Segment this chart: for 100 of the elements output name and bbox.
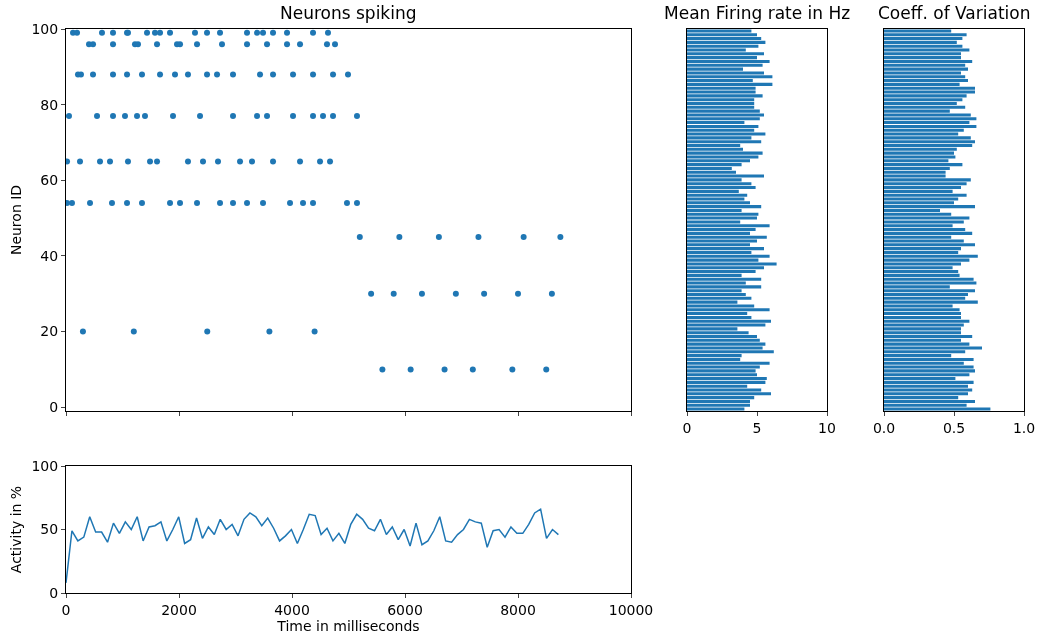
x-tick-label: 2000 (161, 601, 197, 618)
bar (687, 216, 757, 220)
bar (884, 178, 971, 182)
bar (884, 277, 974, 281)
y-tick-label: 60 (40, 172, 59, 189)
bar (884, 319, 970, 323)
bar (687, 205, 762, 209)
bar (687, 277, 762, 281)
bar (884, 117, 977, 121)
bar (687, 33, 757, 37)
bar (687, 212, 759, 216)
bar (884, 90, 975, 94)
bar (687, 174, 764, 178)
x-tick-label: 5 (752, 419, 762, 436)
bar (687, 285, 762, 289)
bar (687, 186, 756, 190)
bar (687, 151, 763, 155)
bar (884, 380, 974, 384)
bar (884, 37, 963, 41)
bar (884, 334, 973, 339)
bar (687, 109, 760, 113)
bar (884, 399, 975, 403)
bar (884, 136, 971, 140)
bar (687, 254, 770, 258)
bar (687, 377, 767, 381)
bar (687, 52, 764, 56)
x-tick-label: 4000 (274, 601, 310, 618)
bar (884, 182, 967, 186)
x-tick-label: 1.0 (1012, 419, 1036, 436)
bar (884, 140, 975, 144)
y-tick-label: 100 (31, 457, 59, 474)
bar (687, 117, 760, 121)
bar (884, 59, 973, 63)
bar (687, 262, 777, 266)
bar (884, 392, 968, 396)
bar (687, 132, 766, 136)
bar (884, 105, 966, 109)
bar (687, 392, 771, 396)
bar (687, 75, 773, 79)
y-tick-label: 50 (40, 521, 59, 538)
y-tick-label: 20 (40, 323, 59, 340)
bar (884, 243, 975, 247)
bar (687, 59, 770, 63)
bar (687, 319, 771, 323)
y-tick-label: 0 (49, 584, 59, 601)
x-tick-label: 10000 (608, 601, 654, 618)
bar (687, 334, 757, 339)
x-tick-label: 10 (818, 419, 836, 436)
bar (884, 163, 963, 167)
x-tick-label: 0.5 (942, 419, 966, 436)
bar (687, 113, 764, 117)
bar (687, 235, 767, 239)
bar (884, 281, 977, 285)
bar (687, 82, 773, 86)
bar (884, 193, 967, 197)
bar (687, 342, 766, 346)
bar (884, 300, 978, 304)
bar (884, 143, 973, 148)
bar (884, 48, 970, 52)
chart-title: Neurons spiking (280, 3, 417, 23)
x-tick-label: 0 (682, 419, 692, 436)
bar (687, 369, 756, 373)
bar (884, 357, 974, 361)
bar (687, 399, 750, 403)
bar (884, 33, 967, 37)
y-tick-label: 100 (31, 20, 59, 37)
bar (884, 98, 963, 102)
bar (884, 231, 973, 235)
x-tick-label: 6000 (387, 601, 423, 618)
bar (884, 289, 975, 293)
bar (884, 86, 975, 90)
bar (687, 193, 748, 197)
bar (687, 308, 770, 312)
bar (884, 254, 978, 258)
y-tick-label: 0 (49, 399, 59, 416)
chart-title: Coeff. of Variation (878, 3, 1031, 23)
bar (884, 346, 982, 350)
x-tick-label: 0 (61, 601, 71, 618)
bar (687, 155, 759, 159)
bar (884, 369, 975, 373)
bar (687, 94, 763, 98)
bar (687, 37, 762, 41)
bar (884, 216, 970, 220)
bar (687, 380, 766, 384)
line-series (66, 508, 560, 584)
chart-title: Mean Firing rate in Hz (664, 3, 851, 23)
bar (884, 75, 966, 79)
bar (687, 247, 764, 251)
bar (884, 67, 968, 71)
y-tick-label: 40 (40, 247, 59, 264)
bar (884, 151, 954, 155)
y-axis-title: Activity in % (8, 485, 25, 574)
bar (884, 308, 960, 312)
bar (687, 224, 770, 228)
bar (687, 361, 770, 365)
bar (687, 124, 759, 128)
x-axis-title: Time in milliseconds (276, 618, 420, 634)
y-axis-title: Neuron ID (8, 184, 25, 256)
bar (687, 403, 750, 407)
bar (884, 327, 961, 331)
